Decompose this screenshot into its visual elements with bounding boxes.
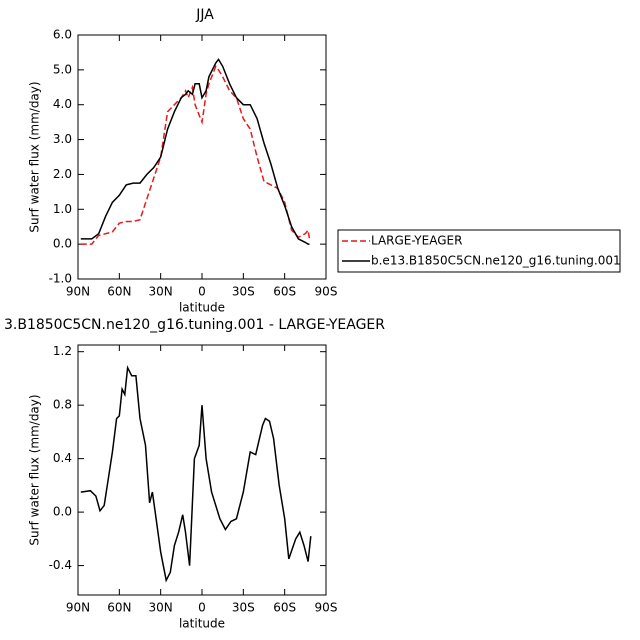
legend-label: LARGE-YEAGER [371,234,462,248]
y-tick-label: 0.0 [53,237,72,251]
legend-box [337,229,621,273]
x-tick-label: 30S [232,601,255,615]
x-tick-label: 60N [107,601,131,615]
x-tick-label: 90S [315,285,338,299]
x-tick-label: 90N [66,285,90,299]
x-tick-label: 30N [149,285,173,299]
chart-title: 3.B1850C5CN.ne120_g16.tuning.001 - LARGE… [4,317,385,333]
x-tick-label: 30S [232,285,255,299]
y-axis-label: Surf water flux (mm/day) [28,81,42,232]
y-tick-label: 0.0 [53,505,72,519]
x-tick-label: 90N [66,601,90,615]
x-tick-label: 60N [107,285,131,299]
y-tick-label: 5.0 [53,62,72,76]
x-tick-label: 30N [149,601,173,615]
y-tick-label: -0.4 [49,558,72,572]
data-line [80,64,311,245]
x-tick-label: 90S [315,601,338,615]
y-axis-label: Surf water flux (mm/day) [28,394,42,545]
y-tick-label: 1.2 [53,344,72,358]
y-tick-label: 6.0 [53,28,72,42]
data-line [80,58,310,245]
y-tick-label: 0.8 [53,398,72,412]
legend-label: b.e13.B1850C5CN.ne120_g16.tuning.001 [371,254,621,268]
data-line [80,365,312,583]
chart-title: JJA [195,7,214,23]
x-tick-label: 60S [273,601,296,615]
x-axis-label: latitude [179,301,225,315]
y-tick-label: 3.0 [53,132,72,146]
plot-frame [77,34,327,280]
y-tick-label: -1.0 [49,272,72,286]
x-tick-label: 0 [198,285,206,299]
y-tick-label: 4.0 [53,97,72,111]
x-axis-label: latitude [179,617,225,631]
y-tick-label: 0.4 [53,451,72,465]
y-tick-label: 1.0 [53,202,72,216]
x-tick-label: 0 [198,601,206,615]
x-tick-label: 60S [273,285,296,299]
y-tick-label: 2.0 [53,167,72,181]
